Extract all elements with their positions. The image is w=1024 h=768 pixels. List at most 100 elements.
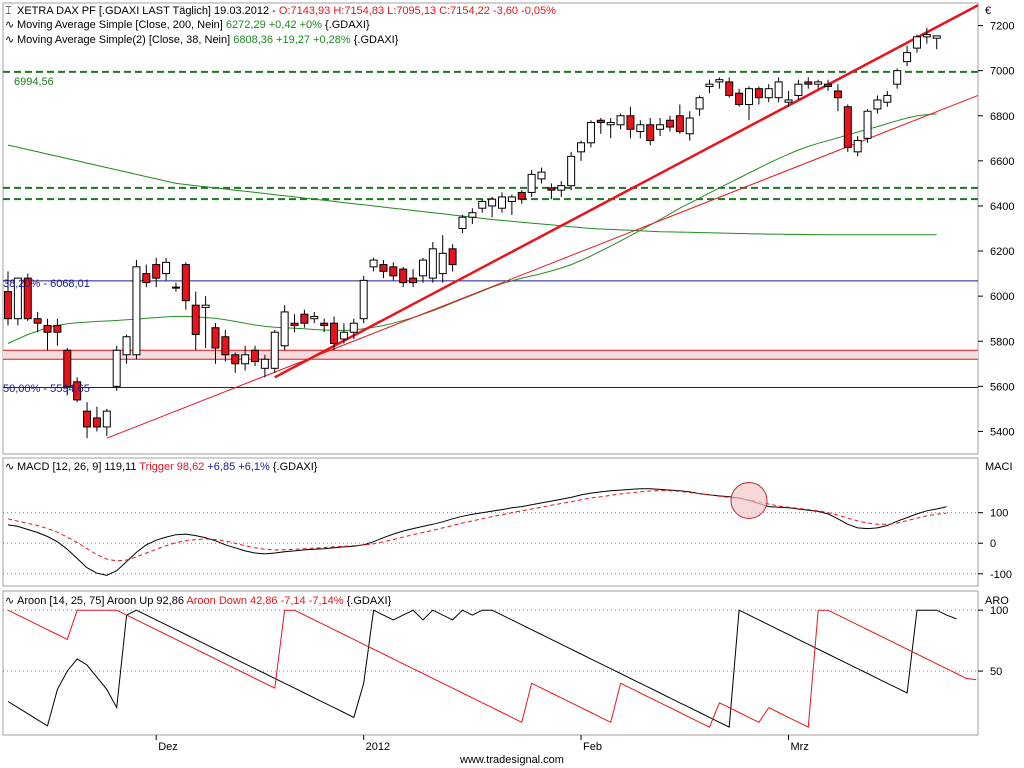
candle — [280, 305, 289, 351]
candle — [656, 118, 665, 137]
candle-body — [636, 124, 645, 133]
candle — [399, 266, 408, 288]
x-tick-label: Dez — [158, 741, 178, 753]
candle — [458, 214, 467, 234]
candle-body — [181, 264, 190, 302]
candle-body — [92, 417, 101, 428]
candle — [646, 118, 655, 146]
candle-body — [606, 122, 615, 126]
candle-body — [685, 117, 694, 135]
candle-body — [586, 122, 595, 144]
candle — [448, 244, 457, 272]
candle — [13, 277, 22, 326]
candle — [665, 115, 674, 132]
candle — [606, 118, 615, 139]
candle-body — [102, 410, 111, 428]
candle — [221, 329, 230, 362]
price-tick-label: 6800 — [990, 111, 1014, 123]
support-band — [3, 350, 978, 360]
aroon-lines: 50 100 — [3, 605, 1008, 728]
candle — [320, 318, 329, 333]
aroon-tick-label: 50 — [990, 666, 1002, 678]
sma38-legend-suffix: {.GDAXI} — [351, 34, 399, 46]
candle-body — [912, 36, 921, 49]
candle — [102, 408, 111, 436]
candle-body — [310, 315, 319, 320]
price-header-1-icon: ⌶ — [5, 5, 12, 17]
candle — [112, 345, 121, 391]
macd-axis-title: MACI — [985, 461, 1013, 473]
candle-body — [468, 212, 477, 218]
candle — [211, 323, 220, 364]
candle-body — [23, 277, 32, 320]
candle — [705, 79, 714, 94]
candle-body — [13, 277, 22, 320]
macd-lines: -100 0 100 — [3, 481, 1012, 581]
candle-body — [201, 304, 210, 308]
candle-body — [932, 35, 941, 39]
candle — [310, 311, 319, 324]
candle-body — [320, 322, 329, 326]
candle-body — [191, 304, 200, 335]
candle — [794, 79, 803, 100]
candle-body — [280, 311, 289, 347]
candle — [260, 354, 269, 378]
candle-body — [300, 313, 309, 324]
candle — [784, 90, 793, 107]
candle-body — [567, 155, 576, 187]
candle-body — [349, 322, 358, 333]
candle-body — [369, 259, 378, 268]
candle — [53, 318, 62, 346]
candle-body — [824, 83, 833, 87]
candle-body — [399, 268, 408, 284]
candle-body — [251, 349, 259, 363]
x-tick-label: 2012 — [366, 741, 390, 753]
candle-body — [705, 83, 714, 87]
macd-tick-label: -100 — [990, 569, 1012, 581]
candle-body — [142, 273, 151, 284]
aroon-panel-frame — [2, 590, 979, 736]
candle — [527, 169, 536, 197]
sma38-legend-values: 6808,36 +19,27 +0,28% — [233, 34, 351, 46]
candle-body — [231, 354, 240, 365]
candle — [83, 402, 92, 439]
price-axis-ticks: 5400 5600 5800 6000 6200 6400 6600 6800 7000 7200 — [978, 21, 1014, 438]
sma200-legend-suffix: {.GDAXI} — [322, 19, 370, 31]
candle-body — [152, 264, 161, 279]
candle-body — [260, 358, 269, 369]
candle-body — [873, 99, 882, 110]
candle — [152, 257, 161, 288]
sma38-legend-prefix: Moving Average Simple(2) [Close, 38, Nei… — [17, 34, 233, 46]
candle — [764, 84, 773, 103]
x-axis-labels: Dez 2012 Feb Mrz — [155, 735, 809, 753]
candle-body — [458, 216, 467, 230]
candle — [873, 95, 882, 114]
candle-body — [754, 88, 763, 99]
candle-body — [83, 410, 92, 428]
aroon-legend-suffix: {.GDAXI} — [344, 595, 392, 607]
candle — [695, 95, 704, 116]
candle — [675, 104, 684, 134]
candle — [418, 257, 427, 283]
footer-watermark: www.tradesignal.com — [459, 754, 564, 766]
candle-body — [339, 331, 348, 340]
candle — [251, 345, 259, 367]
price-header-1: ⌶ XETRA DAX PF [.GDAXI LAST Täglich] 19.… — [5, 5, 556, 17]
candle-body — [478, 200, 487, 209]
candle — [586, 120, 595, 148]
candle-body — [241, 354, 250, 365]
sma38-line — [7, 113, 937, 344]
candle — [774, 77, 783, 103]
candle-body — [359, 279, 368, 320]
candle-body — [626, 115, 635, 130]
price-tick-label: 6600 — [990, 156, 1014, 168]
candle-body — [221, 336, 230, 356]
candle-body — [171, 286, 180, 289]
aroon-down-line — [7, 609, 977, 728]
candle-body — [527, 173, 536, 193]
level-6994-label: 6994,56 — [14, 76, 54, 88]
macd-legend-icon: ∿ — [5, 461, 14, 473]
candle-body — [735, 92, 744, 105]
candle — [369, 257, 378, 272]
sma200-legend-values: 6272,29 +0,42 +0% — [226, 19, 322, 31]
